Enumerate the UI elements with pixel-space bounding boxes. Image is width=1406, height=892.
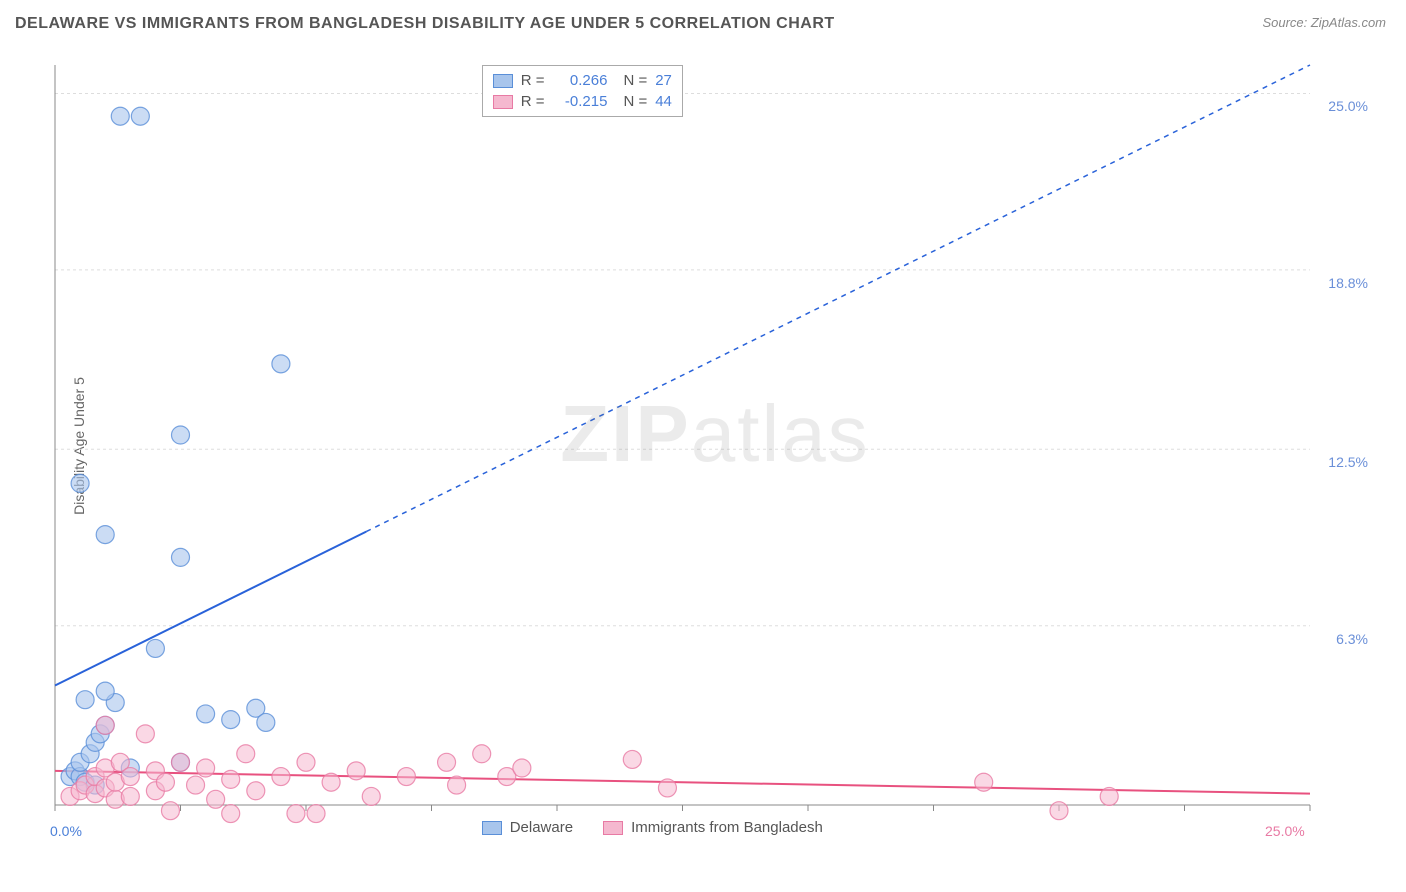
r-value: -0.215 (552, 93, 607, 110)
chart-container: ZIPatlas R =0.266N =27R =-0.215N =44 Del… (50, 50, 1380, 850)
x-tick-label: 0.0% (50, 823, 82, 839)
correlation-stats-box: R = 0.266 N = 27 R = -0.215 N = 44 (482, 65, 683, 117)
legend-item: Immigrants from Bangladesh (603, 819, 823, 836)
r-label: R = (521, 72, 545, 89)
r-label: R = (521, 93, 545, 110)
y-tick-label: 6.3% (1336, 631, 1368, 647)
legend-swatch (603, 821, 623, 835)
r-value: 0.266 (552, 72, 607, 89)
legend-label: Delaware (510, 819, 573, 836)
n-value: 44 (655, 93, 672, 110)
legend-label: Immigrants from Bangladesh (631, 819, 823, 836)
series-legend: Delaware Immigrants from Bangladesh (482, 819, 823, 836)
n-label: N = (623, 72, 647, 89)
source-attribution: Source: ZipAtlas.com (1262, 15, 1386, 30)
y-tick-label: 12.5% (1328, 454, 1368, 470)
legend-item: Delaware (482, 819, 573, 836)
scatter-chart (50, 50, 1380, 850)
chart-title: DELAWARE VS IMMIGRANTS FROM BANGLADESH D… (15, 15, 835, 33)
stats-row: R = -0.215 N = 44 (493, 91, 672, 112)
legend-swatch (482, 821, 502, 835)
series-swatch (493, 74, 513, 88)
y-tick-label: 18.8% (1328, 275, 1368, 291)
stats-row: R = 0.266 N = 27 (493, 70, 672, 91)
n-label: N = (623, 93, 647, 110)
n-value: 27 (655, 72, 672, 89)
chart-header: DELAWARE VS IMMIGRANTS FROM BANGLADESH D… (0, 0, 1406, 38)
x-tick-label: 25.0% (1265, 823, 1305, 839)
series-swatch (493, 95, 513, 109)
y-tick-label: 25.0% (1328, 98, 1368, 114)
